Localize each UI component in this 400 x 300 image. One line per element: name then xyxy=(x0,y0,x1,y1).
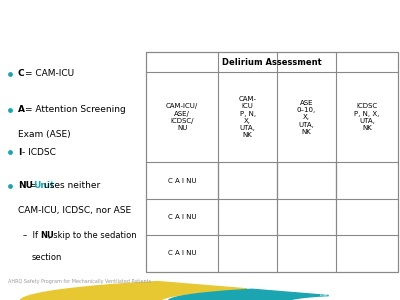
Text: NU: NU xyxy=(18,182,33,190)
Text: NU: NU xyxy=(40,231,54,240)
Bar xyxy=(146,52,398,272)
Text: AHRQ Safety Program for Mechanically Ventilated Patients: AHRQ Safety Program for Mechanically Ven… xyxy=(8,279,151,283)
Bar xyxy=(146,52,398,272)
Text: ICDSC
P, N, X,
UTA,
NK: ICDSC P, N, X, UTA, NK xyxy=(354,103,380,131)
Text: ASE
0–10,
X,
UTA,
NK: ASE 0–10, X, UTA, NK xyxy=(297,100,316,135)
Text: - ICDSC: - ICDSC xyxy=(22,148,56,157)
Text: CAM-ICU/
ASE/
ICDSC/
NU: CAM-ICU/ ASE/ ICDSC/ NU xyxy=(166,103,198,131)
Text: C A I NU: C A I NU xyxy=(168,250,196,256)
Text: Unit: Unit xyxy=(34,182,55,190)
Polygon shape xyxy=(20,282,247,300)
Text: Exam (ASE): Exam (ASE) xyxy=(18,130,71,139)
Text: , skip to the sedation: , skip to the sedation xyxy=(48,231,136,240)
Text: C: C xyxy=(18,69,25,78)
Text: =: = xyxy=(29,182,36,190)
Text: I: I xyxy=(18,148,21,157)
Text: C A I NU: C A I NU xyxy=(168,178,196,184)
Text: = CAM-ICU: = CAM-ICU xyxy=(25,69,74,78)
Text: Delirium Assessment: Delirium Assessment xyxy=(222,58,322,67)
Text: –  If: – If xyxy=(23,231,38,240)
Text: Early Mobility Measures  15: Early Mobility Measures 15 xyxy=(320,292,388,297)
Text: A: A xyxy=(18,105,25,114)
Text: Delirium Assessment: Delirium Assessment xyxy=(119,19,281,34)
Text: = Attention Screening: = Attention Screening xyxy=(25,105,126,114)
Text: C A I NU: C A I NU xyxy=(168,214,196,220)
Text: uses neither: uses neither xyxy=(44,182,101,190)
Text: CAM-
ICU
P, N,
X,
UTA,
NK: CAM- ICU P, N, X, UTA, NK xyxy=(239,96,257,139)
Text: section: section xyxy=(31,254,62,262)
Text: CAM-ICU, ICDSC, nor ASE: CAM-ICU, ICDSC, nor ASE xyxy=(18,206,131,215)
Polygon shape xyxy=(168,289,329,300)
